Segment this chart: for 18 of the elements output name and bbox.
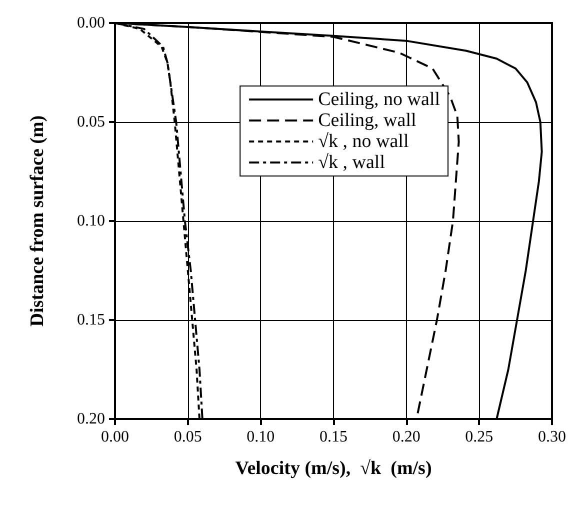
legend-label: Ceiling, wall	[318, 110, 416, 131]
x-tick-label: 0.30	[538, 428, 566, 446]
y-tick-label: 0.05	[77, 114, 105, 130]
legend-label: Ceiling, no wall	[318, 89, 440, 110]
y-tick-label: 0.20	[77, 410, 105, 428]
x-tick-label: 0.20	[392, 428, 420, 446]
y-tick-label: 0.00	[77, 14, 105, 32]
legend-label: √k , no wall	[318, 131, 409, 152]
x-axis-title: Velocity (m/s), √k (m/s)	[235, 458, 432, 479]
y-axis-title: Distance from surface (m)	[27, 115, 48, 327]
x-tick-label: 0.10	[246, 428, 275, 446]
x-tick-label: 0.15	[320, 428, 348, 446]
x-tick-label: 0.00	[101, 428, 129, 446]
x-tick-label: 0.25	[465, 428, 494, 446]
x-tick-label: 0.05	[174, 428, 202, 446]
legend-label: √k , wall	[318, 152, 385, 173]
y-tick-label: 0.10	[77, 212, 105, 230]
y-tick-label: 0.15	[77, 312, 105, 328]
